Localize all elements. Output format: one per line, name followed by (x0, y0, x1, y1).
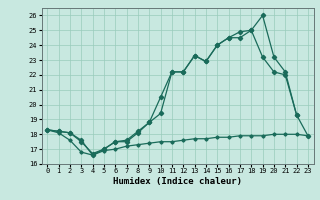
X-axis label: Humidex (Indice chaleur): Humidex (Indice chaleur) (113, 177, 242, 186)
